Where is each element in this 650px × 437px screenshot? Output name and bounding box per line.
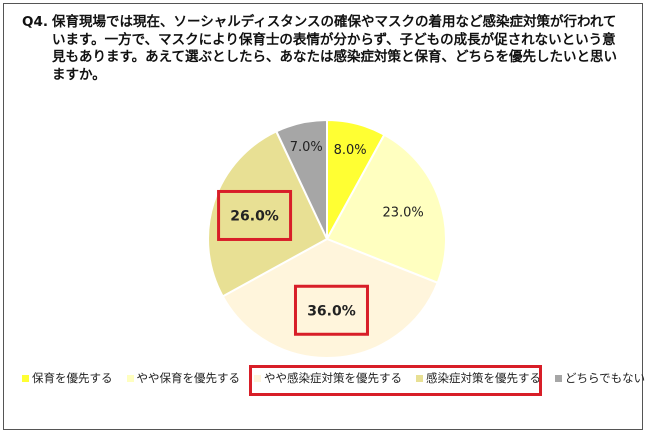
legend-item-3: やや感染症対策を優先する (254, 370, 402, 386)
slice-label-1: 8.0% (334, 143, 367, 158)
legend-label: 感染症対策を優先する (426, 371, 541, 385)
slice-label-2: 23.0% (382, 206, 423, 221)
legend-swatch (22, 374, 29, 382)
pie-slice-2 (325, 133, 447, 285)
slice-label-5: 7.0% (290, 140, 323, 155)
legend-label: やや保育を優先する (136, 371, 241, 385)
legend-label: どちらでもない (565, 371, 646, 385)
question-number: Q4. (22, 14, 48, 30)
slice-highlight-box-4 (217, 189, 293, 241)
legend-swatch (126, 374, 134, 382)
legend-label: やや感染症対策を優先する (264, 371, 402, 385)
slice-label-4: 26.0% (230, 208, 279, 224)
legend-item-2: やや保育を優先する (126, 370, 241, 386)
legend-label: 保育を優先する (32, 371, 113, 385)
legend-item-1: 保育を優先する (22, 370, 113, 386)
slice-highlight-box-3 (293, 284, 369, 336)
legend-swatch (254, 374, 261, 382)
legend-item-4: 感染症対策を優先する (416, 370, 541, 386)
legend-item-5: どちらでもない (555, 370, 645, 386)
question-body: 保育現場では現在、ソーシャルディスタンスの確保やマスクの着用など感染症対策が行わ… (52, 14, 617, 83)
legend-swatch (555, 374, 562, 382)
chart-legend: 保育を優先する やや保育を優先する やや感染症対策を優先する 感染症対策を優先する どち… (22, 368, 650, 388)
legend-swatch (416, 374, 423, 382)
slice-label-3: 36.0% (307, 303, 356, 319)
pie-slice-5 (275, 118, 328, 240)
pie-slice-3 (221, 237, 439, 359)
pie-slice-4 (207, 129, 329, 298)
question-text: Q4. 保育現場では現在、ソーシャルディスタンスの確保やマスクの着用など感染症対… (22, 14, 622, 84)
legend-highlight-box (249, 365, 542, 396)
